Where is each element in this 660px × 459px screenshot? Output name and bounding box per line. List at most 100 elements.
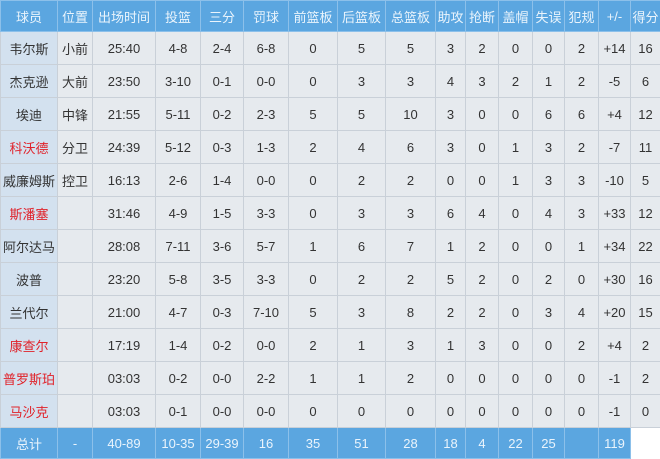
column-header: 投篮 bbox=[156, 1, 201, 32]
stat-cell: 0 bbox=[533, 362, 565, 395]
stat-cell: 16:13 bbox=[93, 164, 156, 197]
stat-cell: 3-3 bbox=[244, 263, 289, 296]
stat-cell: 0-2 bbox=[156, 362, 201, 395]
player-name[interactable]: 威廉姆斯 bbox=[1, 164, 58, 197]
stat-cell: 1 bbox=[338, 329, 386, 362]
stat-cell: 0 bbox=[533, 32, 565, 65]
player-name[interactable]: 埃迪 bbox=[1, 98, 58, 131]
stat-cell: 0 bbox=[565, 263, 599, 296]
stat-cell: 0 bbox=[289, 395, 338, 428]
stat-cell: 6 bbox=[436, 197, 466, 230]
stat-cell: 0-0 bbox=[244, 395, 289, 428]
stat-cell: 0 bbox=[533, 230, 565, 263]
stat-cell: 3-6 bbox=[201, 230, 244, 263]
stat-cell: 8 bbox=[386, 296, 436, 329]
stat-cell: 3 bbox=[466, 65, 499, 98]
stat-cell: 0-0 bbox=[201, 362, 244, 395]
stat-cell: 4 bbox=[436, 65, 466, 98]
player-name[interactable]: 阿尔达马 bbox=[1, 230, 58, 263]
stat-cell: 0 bbox=[289, 65, 338, 98]
stat-cell: 0 bbox=[565, 362, 599, 395]
stat-cell: 小前 bbox=[58, 32, 93, 65]
player-name[interactable]: 科沃德 bbox=[1, 131, 58, 164]
total-cell: 10-35 bbox=[156, 428, 201, 459]
stat-cell: 25:40 bbox=[93, 32, 156, 65]
total-cell: 25 bbox=[533, 428, 565, 459]
column-header: 位置 bbox=[58, 1, 93, 32]
stat-cell: 0 bbox=[289, 263, 338, 296]
total-label: 总计 bbox=[1, 428, 58, 459]
stat-cell: 0-0 bbox=[244, 65, 289, 98]
stat-cell: 0 bbox=[289, 197, 338, 230]
stat-cell: 15 bbox=[631, 296, 660, 329]
stat-cell: 12 bbox=[631, 98, 660, 131]
stat-cell: 3 bbox=[565, 164, 599, 197]
column-header: 失误 bbox=[533, 1, 565, 32]
stat-cell: 11 bbox=[631, 131, 660, 164]
column-header: 三分 bbox=[201, 1, 244, 32]
stat-cell: 24:39 bbox=[93, 131, 156, 164]
stat-cell: 2 bbox=[289, 131, 338, 164]
stat-cell bbox=[58, 329, 93, 362]
stat-cell: 22 bbox=[631, 230, 660, 263]
stat-cell: 5 bbox=[338, 98, 386, 131]
stat-cell bbox=[58, 296, 93, 329]
stat-cell: 3-3 bbox=[244, 197, 289, 230]
stat-cell: 0-1 bbox=[201, 65, 244, 98]
stat-cell: 3 bbox=[565, 197, 599, 230]
stat-cell: 6 bbox=[338, 230, 386, 263]
stat-cell: +4 bbox=[599, 329, 631, 362]
stat-cell: 5 bbox=[436, 263, 466, 296]
stat-cell: 2-2 bbox=[244, 362, 289, 395]
stat-cell: 6 bbox=[386, 131, 436, 164]
player-name[interactable]: 韦尔斯 bbox=[1, 32, 58, 65]
stat-cell: 2 bbox=[338, 263, 386, 296]
stat-cell: 0 bbox=[565, 395, 599, 428]
player-name[interactable]: 杰克逊 bbox=[1, 65, 58, 98]
player-name[interactable]: 普罗斯珀 bbox=[1, 362, 58, 395]
stat-cell: 3 bbox=[338, 296, 386, 329]
stat-cell: 2 bbox=[631, 329, 660, 362]
player-name[interactable]: 康查尔 bbox=[1, 329, 58, 362]
stat-cell: +34 bbox=[599, 230, 631, 263]
stat-cell: 23:20 bbox=[93, 263, 156, 296]
player-name[interactable]: 波普 bbox=[1, 263, 58, 296]
stat-cell: 2-3 bbox=[244, 98, 289, 131]
stat-cell: 0-3 bbox=[201, 296, 244, 329]
stat-cell bbox=[58, 197, 93, 230]
stat-cell: 0-2 bbox=[201, 98, 244, 131]
stat-cell: 3 bbox=[533, 131, 565, 164]
column-header: 得分 bbox=[631, 1, 660, 32]
stat-cell: 5-12 bbox=[156, 131, 201, 164]
player-name[interactable]: 马沙克 bbox=[1, 395, 58, 428]
stat-cell: 21:00 bbox=[93, 296, 156, 329]
stat-cell: 0 bbox=[499, 362, 533, 395]
stat-cell bbox=[58, 230, 93, 263]
stat-cell: 0 bbox=[466, 395, 499, 428]
stat-cell: 0-0 bbox=[201, 395, 244, 428]
stat-cell: 0 bbox=[386, 395, 436, 428]
stat-cell: 2-6 bbox=[156, 164, 201, 197]
stat-cell: 1 bbox=[338, 362, 386, 395]
stat-cell: 2 bbox=[565, 131, 599, 164]
stat-cell: 0 bbox=[466, 98, 499, 131]
player-name[interactable]: 斯潘塞 bbox=[1, 197, 58, 230]
stat-cell: 1-4 bbox=[156, 329, 201, 362]
stat-cell: 4-7 bbox=[156, 296, 201, 329]
stat-cell: 3-10 bbox=[156, 65, 201, 98]
stat-cell: -1 bbox=[599, 362, 631, 395]
stat-cell: 0 bbox=[466, 131, 499, 164]
stat-cell: 0 bbox=[289, 32, 338, 65]
stat-cell: 3 bbox=[466, 329, 499, 362]
stat-cell: 0 bbox=[466, 164, 499, 197]
stat-cell: 0-0 bbox=[244, 329, 289, 362]
player-name[interactable]: 兰代尔 bbox=[1, 296, 58, 329]
stat-cell: 2 bbox=[631, 362, 660, 395]
